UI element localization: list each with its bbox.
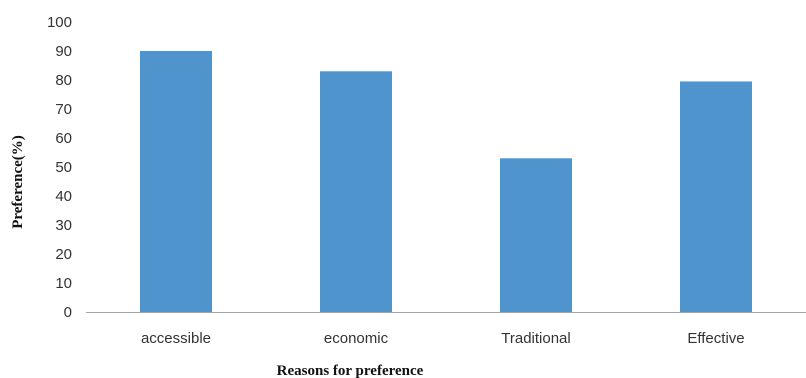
bars: [140, 51, 752, 312]
bar-traditional: [500, 158, 572, 312]
x-axis-title: Reasons for preference: [277, 363, 424, 378]
x-tick-label: Traditional: [501, 330, 570, 347]
y-tick-label: 80: [55, 72, 72, 89]
y-tick-label: 20: [55, 246, 72, 263]
bar-accessible: [140, 51, 212, 312]
x-tick-label: economic: [324, 330, 389, 347]
bar-effective: [680, 81, 752, 312]
y-tick-label: 90: [55, 43, 72, 60]
y-tick-label: 100: [47, 14, 72, 31]
y-tick-label: 10: [55, 275, 72, 292]
bar-economic: [320, 71, 392, 312]
y-tick-label: 60: [55, 130, 72, 147]
y-tick-label: 70: [55, 101, 72, 118]
x-tick-label: Effective: [687, 330, 744, 347]
y-tick-label: 30: [55, 217, 72, 234]
x-axis-ticks: accessible economic Traditional Effective: [141, 330, 745, 347]
y-tick-label: 40: [55, 188, 72, 205]
x-tick-label: accessible: [141, 330, 211, 347]
y-axis-ticks: 0 10 20 30 40 50 60 70 80 90 100: [47, 14, 72, 321]
y-tick-label: 0: [64, 304, 72, 321]
y-tick-label: 50: [55, 159, 72, 176]
y-axis-title: Preference(%): [10, 135, 26, 229]
